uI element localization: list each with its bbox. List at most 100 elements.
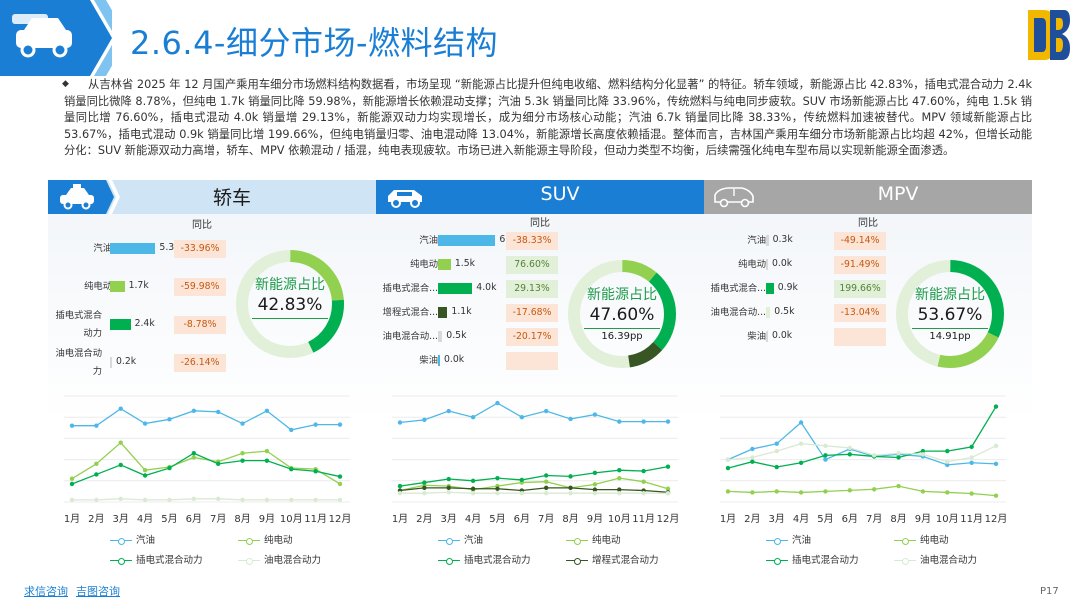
footer-link-jitu[interactable]: 吉图咨询 [76,585,120,598]
x-tick-label: 5月 [161,513,177,525]
legend-label: 插电式混合动力 [464,555,531,566]
x-tick-label: 2月 [744,513,760,525]
series-line [399,402,668,424]
data-point [397,490,403,496]
panel-tab-label[interactable]: SUV [540,183,580,205]
data-point [191,455,197,460]
legend-swatch-icon [566,537,588,545]
data-point [422,490,427,496]
panel-tab-label[interactable]: 轿车 [212,187,251,209]
bar-value-label: 1.7k [128,280,149,291]
legend-swatch-icon [894,557,916,565]
footer-link-qiuxin[interactable]: 求信咨询 [24,585,68,598]
x-tick-label: 8月 [562,513,578,525]
x-tick-label: 11月 [960,513,983,525]
x-tick-label: 3月 [113,513,129,525]
mpv-icon [714,187,754,208]
bar [438,235,496,246]
data-point [774,489,779,494]
monthly-line-chart: 1月 2月 3月 4月 5月 6月 7月 8月 9月 10月 11月 12月 [64,395,351,525]
panel-tab-label[interactable]: MPV [877,183,919,205]
legend-label: 油电混合动力 [920,555,978,566]
data-point [264,458,270,463]
data-point [422,417,427,423]
bar [110,281,125,292]
data-point [264,448,270,454]
data-point [568,485,573,491]
car-icon [12,14,72,58]
legend-swatch-icon [238,537,260,545]
data-point [568,416,573,422]
panel-tab [704,180,1032,214]
x-tick-label: 10月 [608,513,631,525]
data-point [617,475,622,481]
bar-category-label: 柴油 [747,331,766,342]
data-point [397,420,403,425]
data-point [592,482,598,487]
data-point [993,493,999,498]
data-point [617,490,622,496]
data-point [750,446,755,452]
bar-category-label: 纯电动 [84,281,112,292]
data-point [725,457,731,462]
legend-swatch-icon [110,557,132,565]
data-point [823,443,828,449]
data-point [774,464,779,470]
donut-pp-change: 16.39pp [601,331,643,342]
legend-swatch-icon [238,557,260,565]
data-point [215,496,221,502]
data-point [313,422,318,427]
bar [110,243,156,254]
legend-item: 插电式混合动力 [438,552,531,566]
data-point [543,490,549,496]
series-line [71,452,341,485]
data-point [969,460,974,465]
data-point [871,487,877,492]
data-point [289,497,294,503]
data-point [422,480,427,485]
x-tick-label: 7月 [538,513,554,525]
yoy-badge: 29.13% [506,280,558,298]
donut-segment [236,250,344,358]
data-point [823,489,828,494]
data-point [519,490,525,496]
data-point [167,417,172,422]
footer-links: 求信咨询 吉图咨询 [24,583,128,599]
legend-label: 汽油 [792,535,812,546]
nev-share-donut [236,250,344,358]
data-point [142,497,148,503]
bar-category-label: 插电式混合... [382,283,438,294]
legend-item: 纯电动 [566,532,621,546]
bar-value-label: 1.1k [451,306,472,317]
legend-item: 增程式混合动力 [566,552,659,566]
suv-icon [388,190,422,208]
data-point [167,497,172,503]
legend-swatch-icon [438,557,460,565]
legend-item: 纯电动 [238,532,293,546]
legend-swatch-icon [894,537,916,545]
data-point [798,460,804,465]
data-point [592,490,598,496]
data-point [264,497,270,503]
data-point [337,474,343,479]
legend-label: 油电混合动力 [264,555,322,566]
x-tick-label: 1月 [720,513,736,525]
yoy-badge: -49.14% [834,232,886,250]
series-line [72,407,340,431]
data-point [397,483,403,489]
legend-label: 汽油 [136,535,156,546]
data-point [945,448,950,454]
donut-percent: 42.83% [257,295,323,315]
bullet-icon: ◆ [62,79,69,89]
x-tick-label: 10月 [280,513,303,525]
series-line [727,406,997,469]
x-tick-label: 12月 [985,513,1008,525]
legend-swatch-icon [766,537,788,545]
x-tick-label: 9月 [587,513,603,525]
data-point [798,441,804,446]
monthly-line-chart: 1月 2月 3月 4月 5月 6月 7月 8月 9月 10月 11月 12月 [392,395,679,525]
bar [766,307,771,318]
bar-value-label: 2.4k [134,318,155,329]
x-tick-label: 6月 [842,513,858,525]
legend-item: 油电混合动力 [894,552,977,566]
